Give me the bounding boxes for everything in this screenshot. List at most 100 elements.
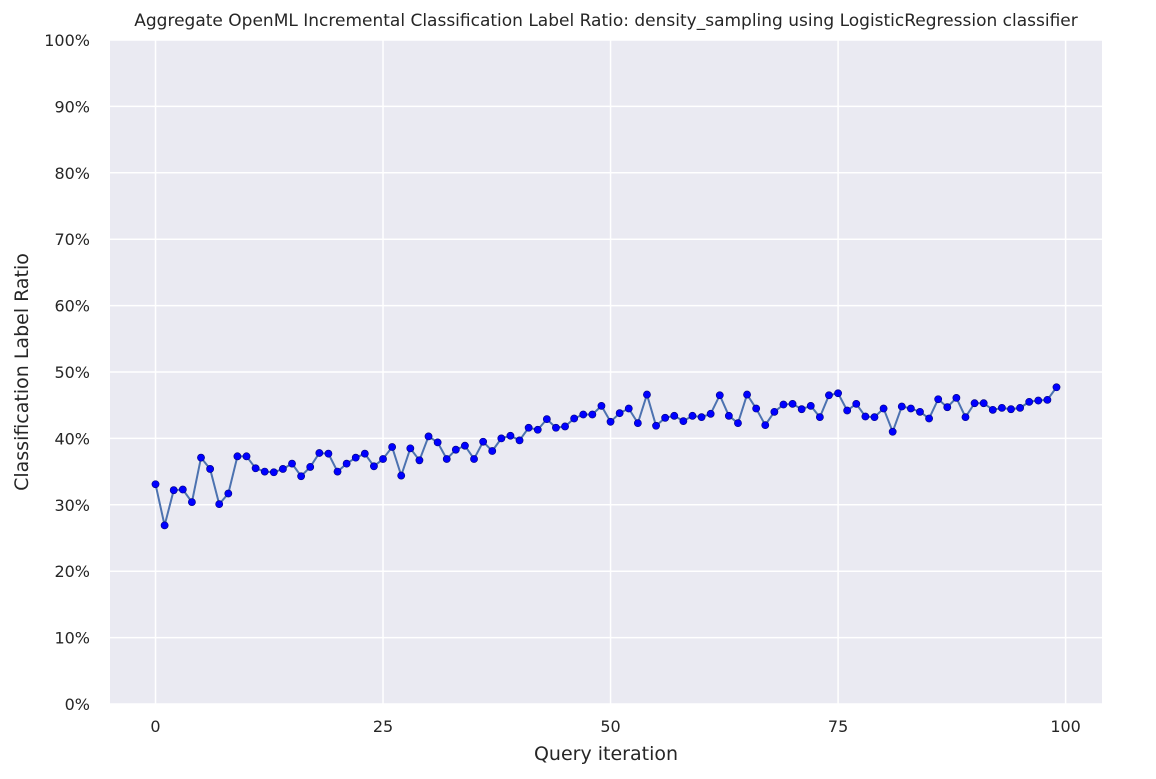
- data-point: [215, 500, 224, 509]
- data-point: [615, 409, 624, 418]
- y-tick-label: 30%: [54, 496, 90, 515]
- x-axis-label: Query iteration: [534, 743, 678, 765]
- data-point: [279, 465, 287, 473]
- data-point: [224, 489, 233, 498]
- data-point: [916, 407, 924, 416]
- y-tick-label: 50%: [54, 363, 90, 382]
- x-tick-label: 25: [373, 717, 393, 736]
- x-tick-label: 0: [150, 717, 160, 736]
- data-point: [952, 393, 961, 402]
- y-tick-label: 90%: [54, 97, 90, 116]
- data-point: [961, 413, 970, 422]
- data-point: [188, 498, 196, 507]
- data-point: [679, 417, 688, 426]
- data-point: [779, 400, 788, 409]
- data-point: [597, 401, 606, 410]
- data-point: [160, 521, 169, 530]
- data-point: [1007, 405, 1015, 414]
- data-point: [815, 413, 824, 422]
- data-point: [806, 401, 815, 410]
- data-point: [506, 431, 515, 440]
- data-point: [588, 410, 597, 419]
- data-point: [169, 486, 178, 495]
- data-point: [897, 402, 906, 411]
- data-point: [670, 411, 679, 420]
- data-point: [633, 419, 642, 428]
- y-gridlines: [110, 39, 1102, 705]
- y-tick-label: 80%: [54, 164, 90, 183]
- data-point: [269, 468, 278, 477]
- data-point: [233, 452, 242, 461]
- data-point: [260, 467, 269, 476]
- data-point: [934, 395, 943, 404]
- data-point: [661, 413, 670, 422]
- y-tick-label: 100%: [44, 31, 90, 50]
- y-tick-label: 70%: [54, 230, 90, 249]
- data-point: [606, 417, 615, 426]
- data-point: [370, 462, 378, 471]
- data-point: [788, 399, 797, 408]
- data-point: [797, 405, 806, 414]
- data-point: [451, 445, 460, 454]
- data-point: [1052, 383, 1061, 392]
- chart-title: Aggregate OpenML Incremental Classificat…: [134, 11, 1077, 31]
- data-point: [561, 422, 569, 431]
- data-point: [178, 485, 187, 494]
- data-point: [861, 412, 870, 421]
- data-points: [151, 383, 1061, 530]
- data-point: [724, 411, 733, 420]
- data-point: [333, 467, 342, 476]
- data-point: [497, 434, 506, 443]
- y-tick-label: 10%: [54, 629, 90, 648]
- data-point: [324, 449, 333, 458]
- data-point: [406, 444, 415, 453]
- data-point: [706, 409, 715, 418]
- data-point: [697, 413, 706, 422]
- data-point: [988, 405, 997, 414]
- data-point: [770, 407, 779, 416]
- x-tick-labels: 0 25 50 75 100: [150, 717, 1080, 736]
- data-point: [533, 425, 542, 434]
- x-tick-label: 50: [600, 717, 620, 736]
- data-point: [415, 456, 424, 465]
- data-point: [351, 453, 360, 462]
- data-point: [752, 404, 761, 413]
- data-point: [342, 459, 351, 468]
- data-point: [624, 404, 633, 413]
- data-point: [652, 421, 660, 430]
- data-point: [570, 414, 579, 423]
- x-tick-label: 100: [1050, 717, 1081, 736]
- data-point: [688, 411, 697, 420]
- data-point: [643, 390, 651, 399]
- data-point: [470, 455, 478, 463]
- data-point: [488, 447, 497, 455]
- data-point: [1025, 397, 1034, 406]
- data-point: [879, 404, 888, 413]
- x-tick-label: 75: [828, 717, 848, 736]
- data-point: [524, 423, 533, 432]
- data-point: [251, 464, 260, 473]
- data-point: [943, 403, 952, 412]
- data-point: [461, 441, 469, 450]
- data-point: [970, 399, 979, 408]
- data-point: [906, 404, 915, 413]
- data-point: [1043, 395, 1052, 404]
- data-point: [433, 438, 442, 447]
- data-point: [542, 415, 551, 424]
- data-point: [315, 449, 324, 457]
- data-point: [151, 480, 160, 489]
- data-point: [843, 406, 852, 415]
- data-point: [852, 399, 861, 408]
- data-point: [734, 419, 742, 428]
- y-axis-label: Classification Label Ratio: [11, 253, 33, 491]
- data-point: [715, 391, 724, 400]
- data-point: [479, 437, 488, 446]
- data-point: [288, 459, 296, 468]
- data-point: [743, 390, 751, 399]
- data-point: [870, 413, 879, 422]
- data-point: [888, 427, 897, 436]
- data-point: [424, 432, 433, 441]
- data-point: [306, 463, 315, 471]
- data-point: [206, 465, 215, 473]
- data-point: [997, 403, 1006, 412]
